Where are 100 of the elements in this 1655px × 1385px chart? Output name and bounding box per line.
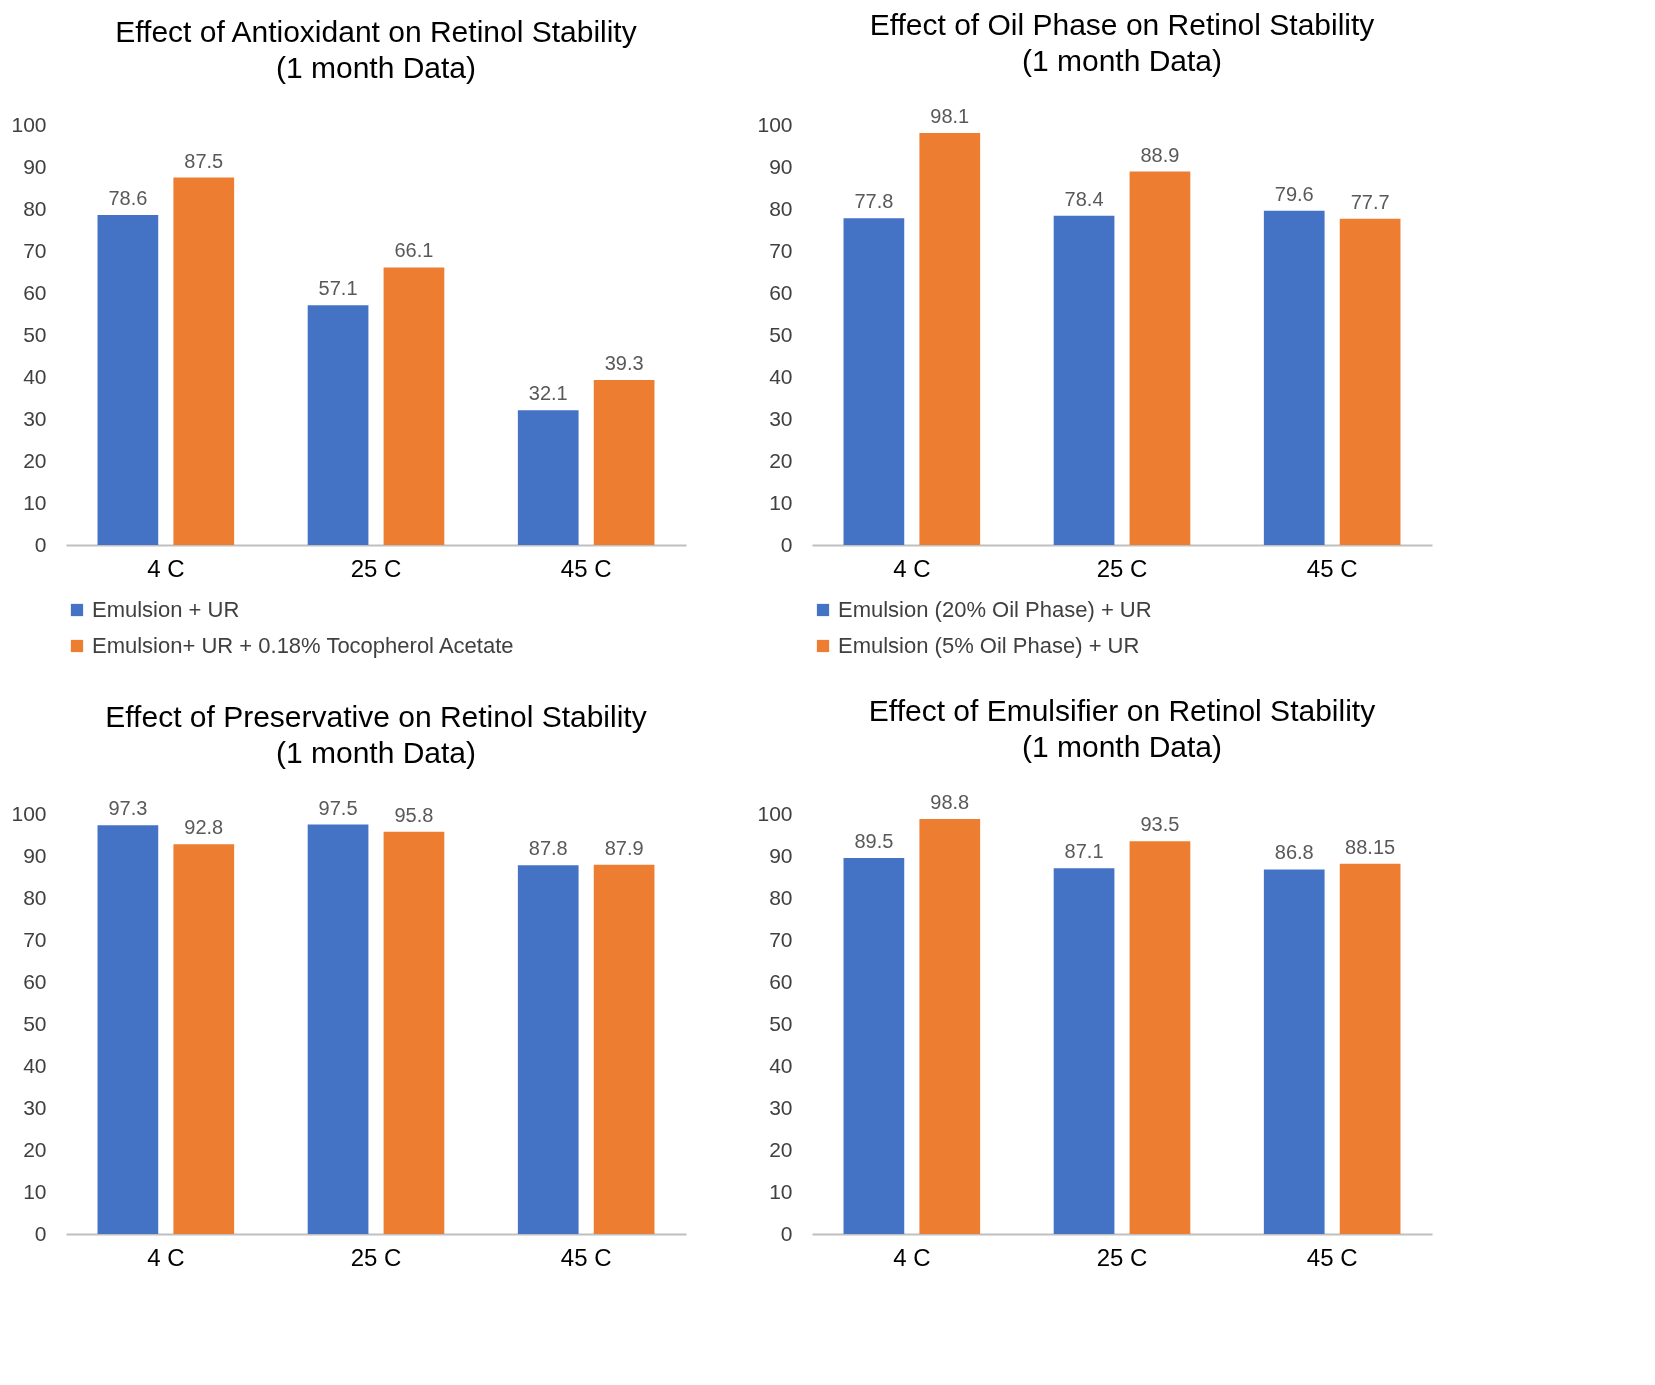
bar — [517, 410, 579, 545]
chart-subtitle: (1 month Data) — [1021, 43, 1223, 77]
y-tick-label: 10 — [23, 490, 47, 514]
data-label: 86.8 — [1274, 841, 1314, 864]
bar — [843, 858, 905, 1234]
data-label: 77.7 — [1350, 190, 1390, 213]
x-tick-label: 4 C — [147, 554, 185, 582]
y-tick-label: 80 — [23, 196, 47, 220]
bar — [1129, 171, 1191, 545]
x-tick-label: 25 C — [1096, 554, 1148, 582]
bar — [97, 214, 159, 545]
y-tick-label: 80 — [769, 196, 793, 220]
y-tick-label: 0 — [34, 1221, 47, 1245]
y-tick-label: 10 — [769, 490, 793, 514]
y-tick-label: 90 — [23, 843, 47, 867]
bar — [97, 825, 159, 1234]
x-tick-label: 45 C — [560, 554, 612, 582]
y-tick-label: 0 — [780, 1221, 793, 1245]
y-tick-label: 100 — [757, 112, 793, 136]
data-label: 87.5 — [184, 149, 224, 172]
y-tick-label: 90 — [23, 154, 47, 178]
data-label: 98.8 — [930, 791, 970, 814]
data-label: 78.4 — [1064, 187, 1104, 210]
bar — [1263, 210, 1325, 545]
bar — [517, 865, 579, 1234]
data-label: 97.5 — [318, 796, 358, 819]
x-tick-label: 4 C — [893, 554, 931, 582]
data-label: 79.6 — [1274, 182, 1314, 205]
x-tick-label: 45 C — [560, 1243, 612, 1271]
y-tick-label: 30 — [23, 1095, 47, 1119]
legend-label: Emulsion (20% Oil Phase) + UR — [838, 597, 1152, 622]
y-tick-label: 100 — [757, 801, 793, 825]
data-label: 32.1 — [528, 382, 568, 405]
bar — [919, 132, 981, 545]
chart-title: Effect of Oil Phase on Retinol Stability — [869, 7, 1375, 41]
legend-label: Emulsion + UR — [92, 597, 240, 622]
bar — [1339, 863, 1401, 1234]
bar — [593, 379, 655, 545]
data-label: 57.1 — [318, 277, 358, 300]
y-tick-label: 20 — [23, 448, 47, 472]
y-tick-label: 40 — [769, 364, 793, 388]
y-tick-label: 90 — [769, 843, 793, 867]
chart-subtitle: (1 month Data) — [275, 735, 477, 769]
y-tick-label: 70 — [769, 238, 793, 262]
data-label: 87.1 — [1064, 840, 1104, 863]
y-tick-label: 30 — [769, 406, 793, 430]
data-label: 97.3 — [108, 797, 148, 820]
data-label: 98.1 — [930, 104, 970, 127]
legend-label: Emulsion+ UR + 0.18% Tocopherol Acetate — [92, 633, 514, 658]
bar — [919, 819, 981, 1234]
bar — [307, 305, 369, 545]
x-tick-label: 25 C — [350, 1243, 402, 1271]
y-tick-label: 60 — [23, 280, 47, 304]
bar — [383, 267, 445, 545]
y-tick-label: 0 — [780, 532, 793, 556]
y-tick-label: 100 — [11, 801, 47, 825]
data-label: 87.8 — [528, 837, 568, 860]
data-label: 77.8 — [854, 190, 894, 213]
y-tick-label: 80 — [769, 885, 793, 909]
y-tick-label: 10 — [769, 1179, 793, 1203]
bar — [307, 824, 369, 1234]
bar — [1053, 215, 1115, 545]
data-label: 92.8 — [184, 816, 224, 839]
bar — [593, 864, 655, 1234]
y-tick-label: 60 — [23, 969, 47, 993]
y-tick-label: 70 — [23, 927, 47, 951]
chart-subtitle: (1 month Data) — [275, 51, 477, 84]
bar — [1053, 868, 1115, 1234]
y-tick-label: 40 — [769, 1053, 793, 1077]
data-label: 39.3 — [604, 351, 644, 374]
y-tick-label: 50 — [769, 322, 793, 346]
y-tick-label: 90 — [769, 154, 793, 178]
y-tick-label: 40 — [23, 364, 47, 388]
data-label: 93.5 — [1140, 813, 1180, 836]
x-tick-label: 45 C — [1306, 1243, 1358, 1271]
y-tick-label: 20 — [769, 448, 793, 472]
y-tick-label: 40 — [23, 1053, 47, 1077]
legend-label: Emulsion (5% Oil Phase) + UR — [838, 633, 1140, 658]
data-label: 89.5 — [854, 830, 894, 853]
y-tick-label: 60 — [769, 969, 793, 993]
y-tick-label: 70 — [769, 927, 793, 951]
y-tick-label: 20 — [23, 1137, 47, 1161]
bar — [1129, 841, 1191, 1234]
x-tick-label: 45 C — [1306, 554, 1358, 582]
y-tick-label: 50 — [23, 1011, 47, 1035]
y-tick-label: 0 — [34, 532, 47, 556]
y-tick-label: 100 — [11, 112, 47, 136]
data-label: 87.9 — [604, 836, 644, 859]
bar — [1339, 218, 1401, 545]
bar — [173, 177, 235, 545]
x-tick-label: 25 C — [350, 554, 402, 582]
y-tick-label: 50 — [23, 322, 47, 346]
y-tick-label: 10 — [23, 1179, 47, 1203]
x-tick-label: 4 C — [893, 1243, 931, 1271]
x-tick-label: 4 C — [147, 1243, 185, 1271]
chart-title: Effect of Emulsifier on Retinol Stability — [868, 694, 1376, 728]
y-tick-label: 80 — [23, 885, 47, 909]
y-tick-label: 30 — [23, 406, 47, 430]
data-label: 66.1 — [394, 239, 434, 262]
chart-title: Effect of Preservative on Retinol Stability — [105, 699, 647, 733]
